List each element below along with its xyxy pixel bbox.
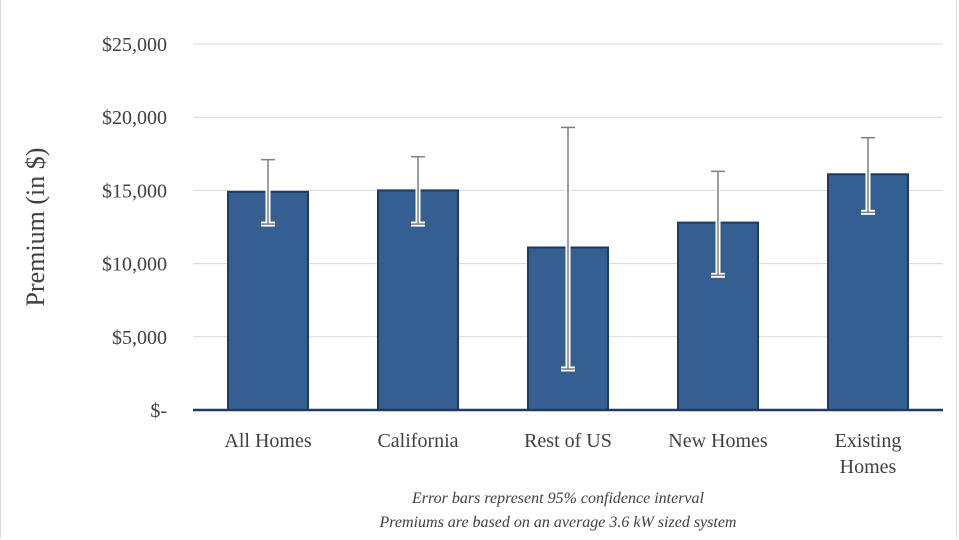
error-bars [261,124,875,372]
x-category-label: Rest of US [524,430,612,452]
error-bar [861,135,875,215]
y-tick-label: $- [150,400,167,422]
x-axis-categories: All Homes California Rest of US New Homes Ex… [224,430,901,478]
x-category-label: California [377,430,458,452]
chart-note-system-size: Premiums are based on an average 3.6 kW … [379,514,737,531]
y-tick-label: $5,000 [112,327,167,349]
bar [227,190,309,411]
x-category-label: New Homes [668,430,768,452]
y-tick-label: $20,000 [102,107,167,129]
error-bar [711,168,725,278]
x-category-label: Existing Homes [835,430,902,478]
y-tick-label: $25,000 [102,34,167,56]
y-axis-title: Premium (in $) [21,148,50,307]
chart-note-error-bars: Error bars represent 95% confidence inte… [411,490,705,507]
y-axis-ticks: $- $5,000 $10,000 $15,000 $20,000 $25,000 [102,34,167,422]
y-tick-label: $15,000 [102,180,167,202]
error-bar [261,157,275,227]
x-category-label: All Homes [224,430,311,452]
error-bar [411,154,425,227]
error-bar [561,124,575,372]
y-tick-label: $10,000 [102,254,167,276]
